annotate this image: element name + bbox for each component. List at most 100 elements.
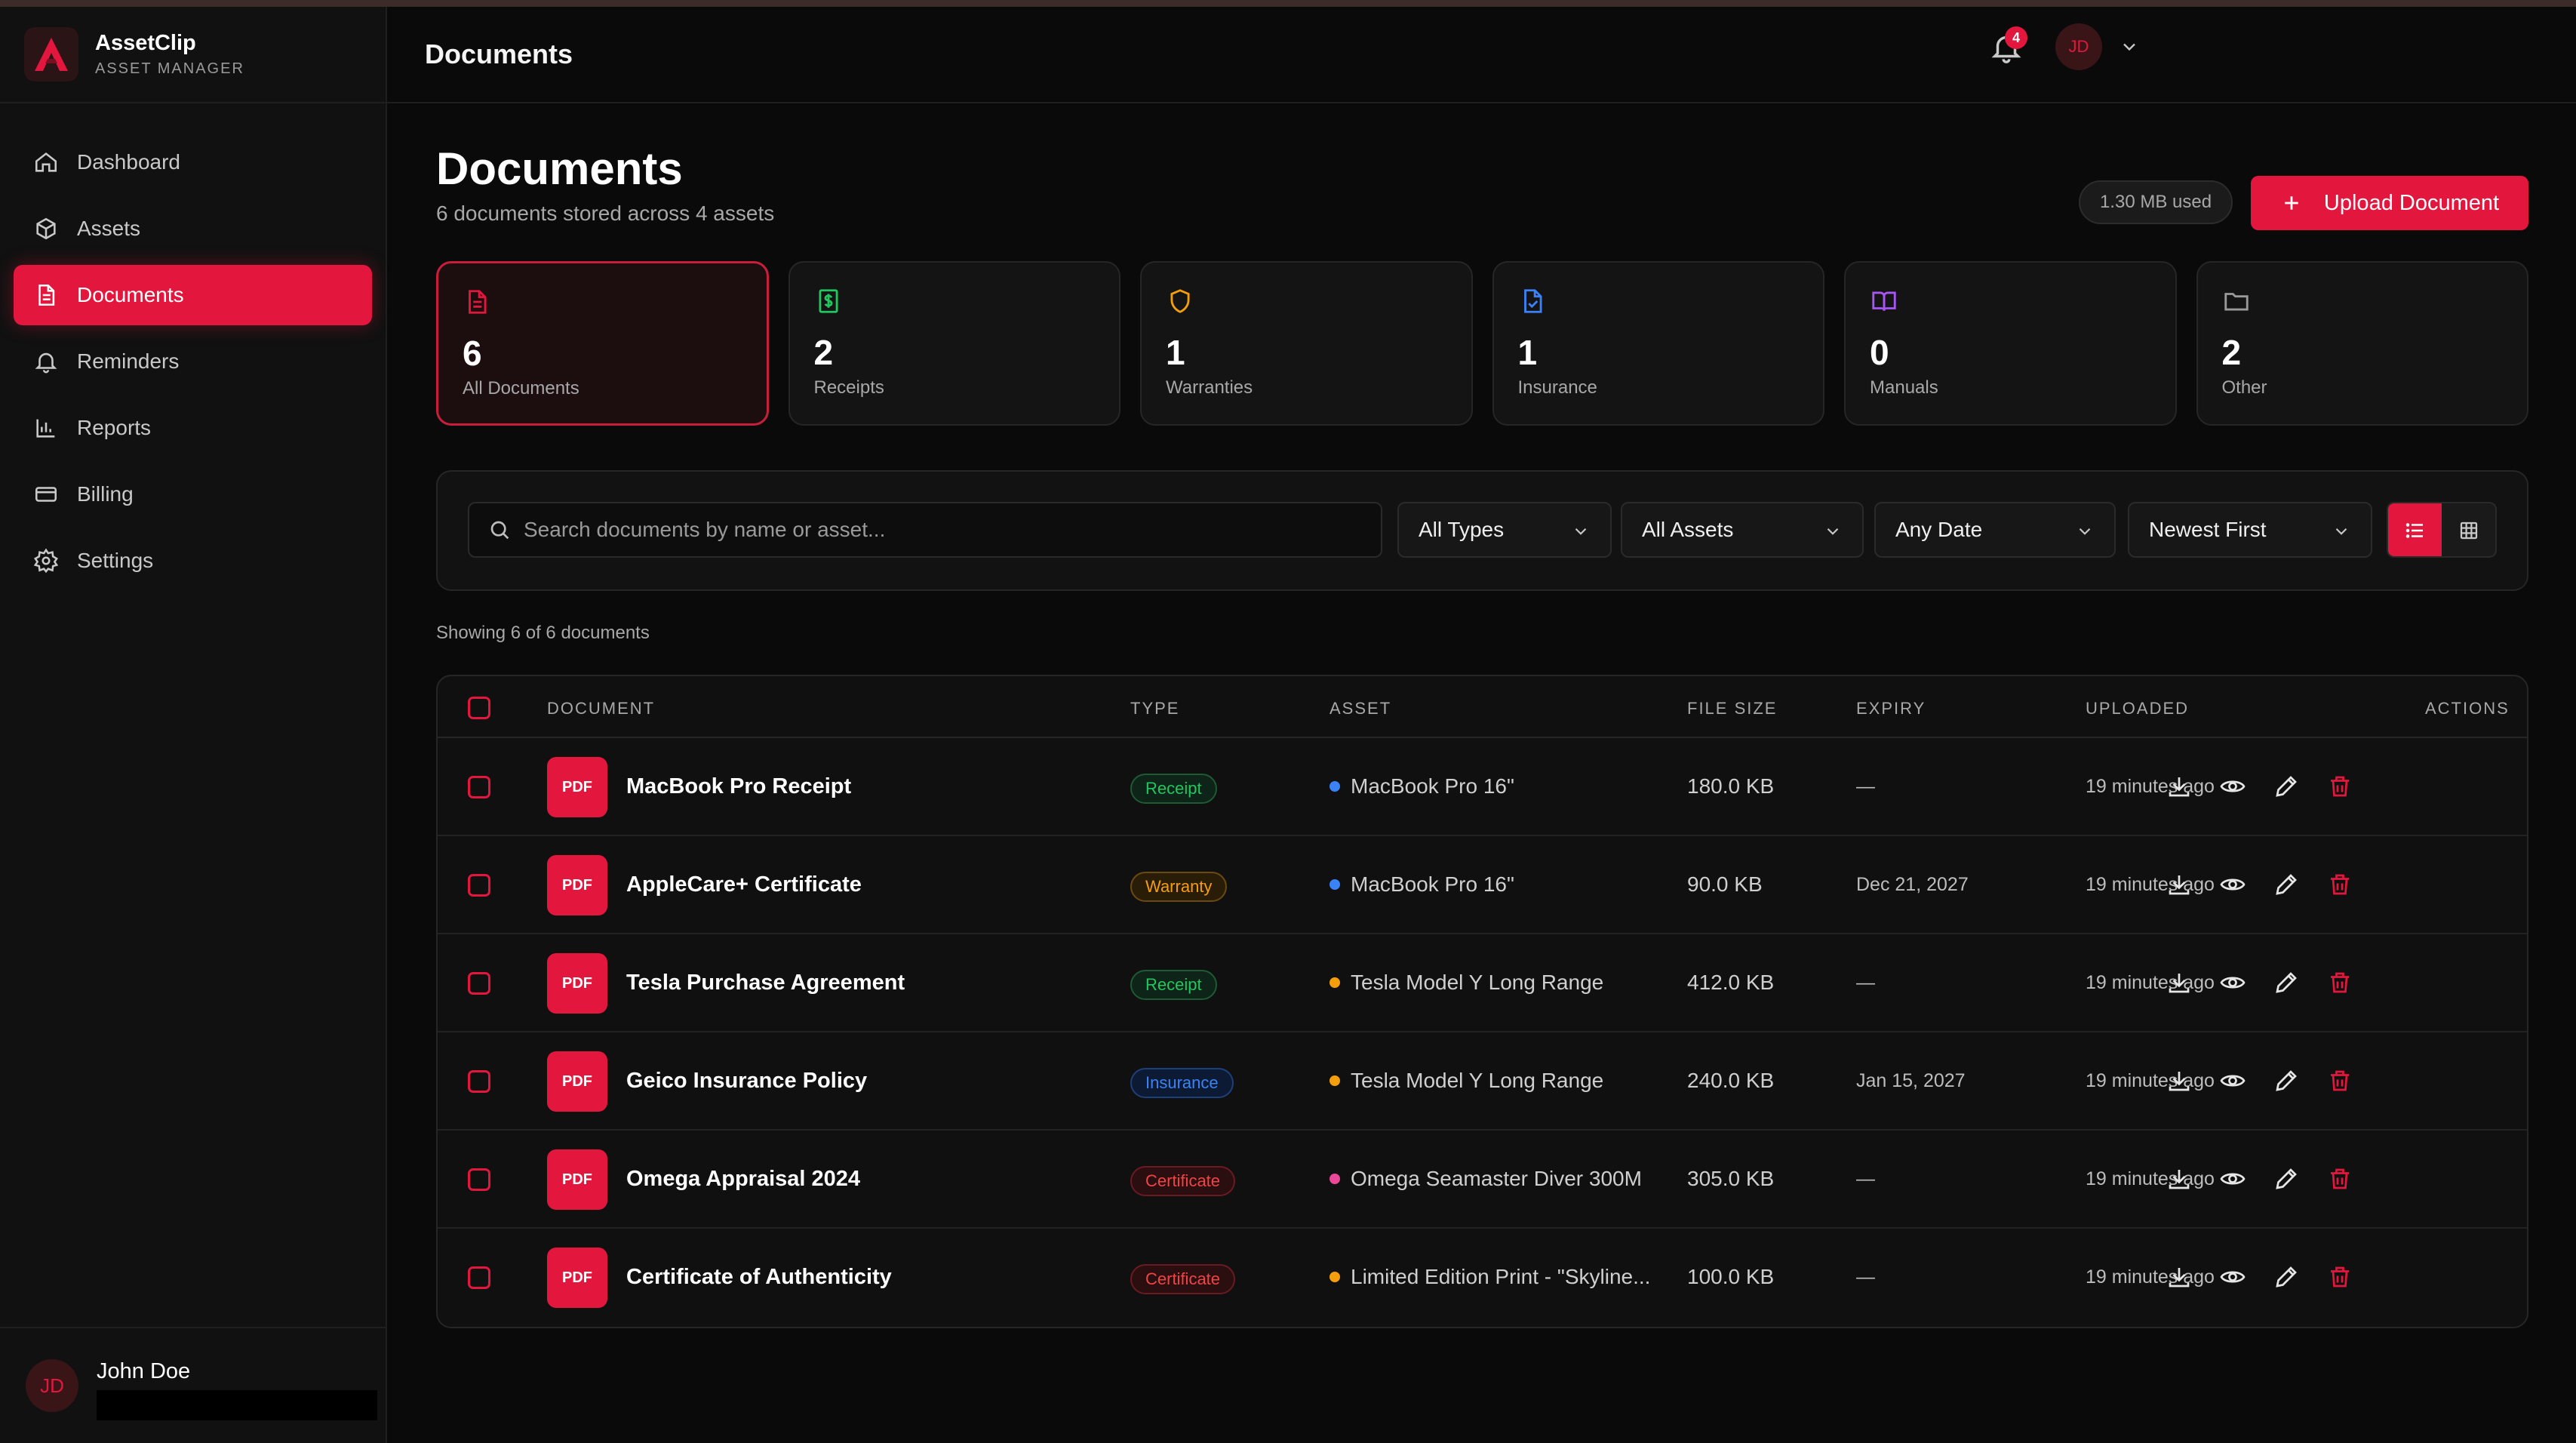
type-filter-select[interactable]: All Types [1397, 502, 1612, 558]
uploaded-time: 19 minutes ago [2086, 1070, 2215, 1091]
search-box[interactable] [468, 502, 1382, 558]
sidebar-item-documents[interactable]: Documents [14, 265, 372, 325]
user-menu-avatar[interactable]: JD [2055, 23, 2102, 70]
row-checkbox[interactable] [468, 1168, 490, 1191]
view-button[interactable] [2219, 871, 2246, 898]
grid-view-button[interactable] [2442, 503, 2495, 556]
download-button[interactable] [2166, 1067, 2193, 1094]
asset-cell[interactable]: MacBook Pro 16" [1329, 872, 1514, 897]
sidebar-item-reminders[interactable]: Reminders [14, 331, 372, 392]
sidebar-item-assets[interactable]: Assets [14, 198, 372, 259]
upload-label: Upload Document [2323, 190, 2500, 215]
delete-button[interactable] [2326, 1263, 2353, 1291]
column-header-file-size: FILE SIZE [1687, 699, 1778, 718]
eye-icon [2220, 1075, 2246, 1087]
asset-color-dot [1329, 977, 1340, 988]
stat-card-manuals[interactable]: 0 Manuals [1844, 261, 2177, 426]
document-name[interactable]: Omega Appraisal 2024 [626, 1167, 861, 1191]
view-button[interactable] [2219, 1263, 2246, 1291]
download-button[interactable] [2166, 1165, 2193, 1192]
view-button[interactable] [2219, 1067, 2246, 1094]
select-all-checkbox[interactable] [468, 697, 490, 719]
row-checkbox[interactable] [468, 874, 490, 897]
asset-cell[interactable]: Omega Seamaster Diver 300M [1329, 1167, 1642, 1191]
edit-button[interactable] [2273, 1165, 2300, 1192]
asset-cell[interactable]: Tesla Model Y Long Range [1329, 971, 1603, 995]
asset-cell[interactable]: Tesla Model Y Long Range [1329, 1069, 1603, 1093]
stat-card-receipts[interactable]: 2 Receipts [788, 261, 1120, 426]
download-button[interactable] [2166, 773, 2193, 800]
delete-button[interactable] [2326, 1067, 2353, 1094]
stat-card-insurance[interactable]: 1 Insurance [1492, 261, 1824, 426]
view-button[interactable] [2219, 1165, 2246, 1192]
edit-button[interactable] [2273, 1067, 2300, 1094]
showing-count: Showing 6 of 6 documents [436, 623, 650, 643]
header-title: Documents [425, 38, 573, 69]
edit-button[interactable] [2273, 773, 2300, 800]
date-filter-select[interactable]: Any Date [1874, 502, 2116, 558]
trash-icon [2331, 1168, 2349, 1189]
stat-card-all[interactable]: 6 All Documents [436, 261, 769, 426]
sidebar-item-settings[interactable]: Settings [14, 531, 372, 591]
stat-count: 6 [463, 334, 482, 373]
brand[interactable]: AssetClip ASSET MANAGER [0, 7, 386, 103]
download-button[interactable] [2166, 969, 2193, 996]
list-view-button[interactable] [2388, 503, 2442, 556]
stat-count: 1 [1517, 333, 1538, 372]
row-checkbox[interactable] [468, 776, 490, 798]
document-name[interactable]: Certificate of Authenticity [626, 1265, 892, 1289]
eye-icon [2220, 977, 2246, 989]
brand-subtitle: ASSET MANAGER [95, 60, 244, 77]
delete-button[interactable] [2326, 871, 2353, 898]
asset-color-dot [1329, 781, 1340, 792]
document-name[interactable]: Geico Insurance Policy [626, 1069, 868, 1093]
asset-cell[interactable]: Limited Edition Print - "Skyline... [1329, 1265, 1650, 1289]
user-profile[interactable]: JD John Doe [0, 1327, 386, 1443]
chevron-down-icon[interactable] [2119, 36, 2140, 57]
download-button[interactable] [2166, 871, 2193, 898]
stat-cards: 6 All Documents 2 Receipts 1 Warranties … [436, 261, 2528, 426]
row-checkbox[interactable] [468, 1266, 490, 1289]
table-row[interactable]: PDF MacBook Pro Receipt Receipt MacBook … [438, 738, 2527, 836]
document-name[interactable]: MacBook Pro Receipt [626, 774, 852, 798]
edit-button[interactable] [2273, 969, 2300, 996]
trash-icon [2331, 874, 2349, 895]
delete-button[interactable] [2326, 1165, 2353, 1192]
upload-document-button[interactable]: Upload Document [2251, 176, 2528, 230]
download-button[interactable] [2166, 1263, 2193, 1291]
trash-icon [2331, 776, 2349, 797]
sort-select[interactable]: Newest First [2128, 502, 2372, 558]
column-header-actions: ACTIONS [2425, 699, 2510, 718]
pencil-icon [2276, 874, 2297, 895]
expiry-date: — [1856, 776, 1875, 797]
view-button[interactable] [2219, 773, 2246, 800]
table-header: DOCUMENT TYPE ASSET FILE SIZE EXPIRY UPL… [438, 676, 2527, 738]
download-icon [2169, 875, 2190, 895]
sidebar-item-reports[interactable]: Reports [14, 398, 372, 458]
type-badge: Certificate [1130, 1264, 1236, 1294]
expiry-date: Dec 21, 2027 [1856, 874, 1969, 895]
table-row[interactable]: PDF Omega Appraisal 2024 Certificate Ome… [438, 1131, 2527, 1229]
view-button[interactable] [2219, 969, 2246, 996]
row-checkbox[interactable] [468, 1070, 490, 1093]
asset-cell[interactable]: MacBook Pro 16" [1329, 774, 1514, 798]
asset-filter-select[interactable]: All Assets [1621, 502, 1864, 558]
sidebar-item-dashboard[interactable]: Dashboard [14, 132, 372, 192]
delete-button[interactable] [2326, 969, 2353, 996]
download-icon [2169, 974, 2190, 993]
brand-logo-icon [24, 27, 78, 82]
search-input[interactable] [524, 518, 1354, 542]
table-row[interactable]: PDF Tesla Purchase Agreement Receipt Tes… [438, 934, 2527, 1032]
stat-card-warranties[interactable]: 1 Warranties [1140, 261, 1473, 426]
document-name[interactable]: AppleCare+ Certificate [626, 872, 862, 897]
edit-button[interactable] [2273, 871, 2300, 898]
edit-button[interactable] [2273, 1263, 2300, 1291]
stat-card-other[interactable]: 2 Other [2196, 261, 2528, 426]
table-row[interactable]: PDF Certificate of Authenticity Certific… [438, 1229, 2527, 1327]
delete-button[interactable] [2326, 773, 2353, 800]
sidebar-item-billing[interactable]: Billing [14, 464, 372, 525]
table-row[interactable]: PDF AppleCare+ Certificate Warranty MacB… [438, 836, 2527, 934]
row-checkbox[interactable] [468, 972, 490, 995]
table-row[interactable]: PDF Geico Insurance Policy Insurance Tes… [438, 1032, 2527, 1131]
document-name[interactable]: Tesla Purchase Agreement [626, 971, 905, 995]
